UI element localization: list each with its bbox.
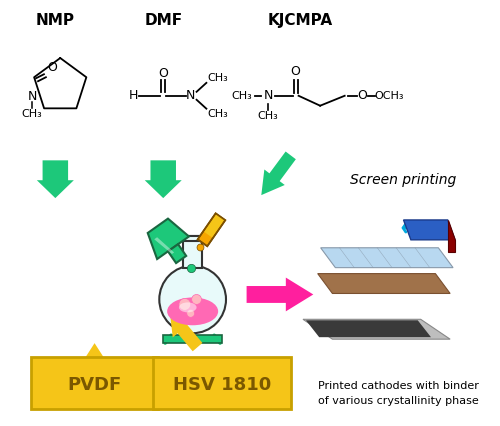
Text: O: O [358, 89, 368, 102]
Text: N: N [186, 89, 196, 102]
Polygon shape [198, 213, 226, 246]
Text: DMF: DMF [144, 13, 182, 28]
Polygon shape [144, 160, 182, 198]
Ellipse shape [167, 297, 218, 325]
Text: Printed cathodes with binder
of various crystallinity phase: Printed cathodes with binder of various … [318, 381, 479, 406]
Polygon shape [82, 343, 108, 381]
Text: H: H [129, 89, 138, 102]
Polygon shape [204, 214, 225, 238]
Text: O: O [290, 66, 300, 78]
Text: CH₃: CH₃ [22, 109, 42, 119]
Polygon shape [448, 220, 455, 252]
Text: KJCMPA: KJCMPA [268, 13, 333, 28]
Bar [163, 335, 222, 343]
Polygon shape [318, 273, 450, 294]
Text: HSV 1810: HSV 1810 [173, 376, 271, 394]
Polygon shape [320, 248, 453, 268]
Text: N: N [28, 90, 37, 103]
Text: CH₃: CH₃ [208, 109, 229, 119]
Text: NMP: NMP [36, 13, 75, 28]
Polygon shape [246, 278, 314, 311]
Polygon shape [306, 320, 431, 337]
Bar [183, 236, 203, 268]
Text: CH₃: CH₃ [208, 73, 229, 83]
Ellipse shape [179, 302, 196, 312]
Polygon shape [404, 220, 455, 240]
Polygon shape [168, 244, 186, 263]
Text: PVDF: PVDF [68, 376, 122, 394]
Text: O: O [158, 67, 168, 81]
Circle shape [179, 299, 190, 311]
Text: N: N [264, 89, 273, 102]
Text: Screen printing: Screen printing [350, 173, 457, 187]
Text: CH₃: CH₃ [232, 91, 252, 101]
Polygon shape [154, 237, 174, 254]
Polygon shape [170, 314, 202, 351]
FancyBboxPatch shape [154, 357, 290, 409]
Text: OCH₃: OCH₃ [374, 91, 404, 101]
Bar [181, 236, 204, 241]
FancyBboxPatch shape [31, 357, 158, 409]
Circle shape [187, 309, 194, 317]
Circle shape [160, 266, 226, 333]
Text: CH₃: CH₃ [258, 111, 278, 121]
Polygon shape [37, 160, 74, 198]
Text: O: O [47, 61, 56, 74]
Polygon shape [303, 320, 450, 339]
Circle shape [192, 294, 202, 305]
Polygon shape [262, 152, 296, 195]
Polygon shape [148, 219, 189, 259]
